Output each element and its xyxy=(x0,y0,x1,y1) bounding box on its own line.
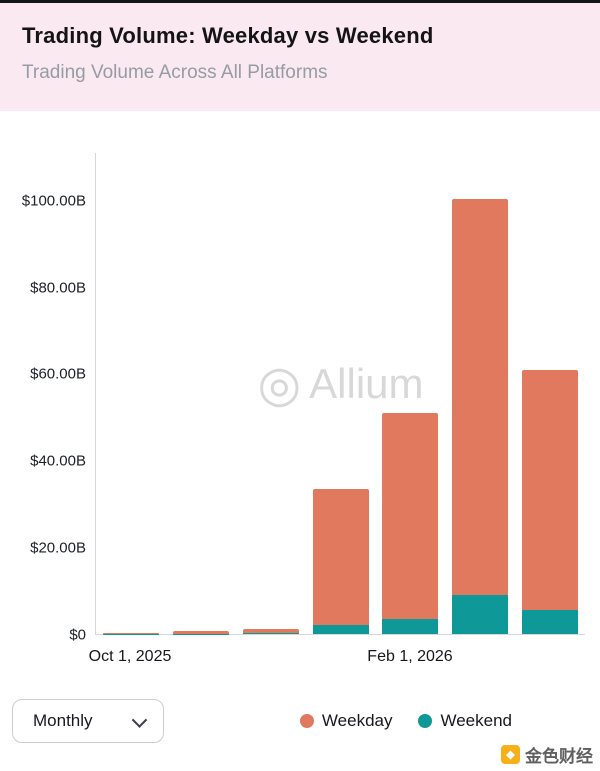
chart-header: Trading Volume: Weekday vs Weekend Tradi… xyxy=(0,3,600,111)
weekend-segment-jan-2026[interactable] xyxy=(312,625,369,634)
page-subtitle: Trading Volume Across All Platforms xyxy=(22,62,328,83)
x-axis-labels: Oct 1, 2025 Feb 1, 2026 xyxy=(89,635,585,669)
weekday-segment-nov-2025[interactable] xyxy=(172,631,229,634)
bar-cell-dec-2025 xyxy=(236,153,306,634)
weekend-segment-mar-2026[interactable] xyxy=(452,595,509,634)
weekend-legend-dot-icon xyxy=(418,714,433,728)
y-axis: $0 $20.00B $40.00B $60.00B $80.00B $100.00B xyxy=(0,153,86,643)
jinse-watermark-text: 金色财经 xyxy=(525,747,593,766)
weekday-legend-dot-icon xyxy=(299,714,314,728)
y-tick-label: $0 xyxy=(69,626,86,644)
allium-watermark: ◎ Allium xyxy=(258,359,424,409)
y-tick-label: $80.00B xyxy=(30,279,86,297)
legend-item-weekday[interactable]: Weekday xyxy=(299,711,393,731)
page-title: Trading Volume: Weekday vs Weekend xyxy=(22,23,434,48)
bar-cell-feb-2026 xyxy=(375,153,445,634)
bar-feb-2026[interactable] xyxy=(382,153,439,634)
bar-cell-jan-2026 xyxy=(306,153,376,634)
allium-logo-icon: ◎ xyxy=(257,355,302,412)
footer-controls: Monthly Weekday Weekend xyxy=(0,697,600,745)
allium-watermark-text: Allium xyxy=(309,359,424,407)
legend: Weekday Weekend xyxy=(299,711,512,731)
weekend-legend-label: Weekend xyxy=(440,711,512,730)
chevron-down-icon xyxy=(131,711,148,728)
weekday-segment-apr-2026[interactable] xyxy=(522,369,579,611)
bar-apr-2026[interactable] xyxy=(522,153,579,634)
y-tick-label: $60.00B xyxy=(30,365,86,383)
weekday-segment-oct-2025[interactable] xyxy=(102,632,159,634)
jinse-logo-icon: ◆ xyxy=(501,745,520,764)
y-tick-label: $20.00B xyxy=(30,539,86,557)
interval-dropdown[interactable]: Monthly xyxy=(12,699,164,743)
bar-oct-2025[interactable] xyxy=(102,153,159,634)
weekday-segment-dec-2025[interactable] xyxy=(242,628,299,634)
bar-cell-apr-2026 xyxy=(515,153,585,634)
bar-jan-2026[interactable] xyxy=(312,153,369,634)
weekday-segment-feb-2026[interactable] xyxy=(382,413,439,619)
weekday-legend-label: Weekday xyxy=(321,711,393,730)
bar-mar-2026[interactable] xyxy=(452,153,509,634)
weekend-segment-feb-2026[interactable] xyxy=(382,618,439,634)
weekend-segment-apr-2026[interactable] xyxy=(522,610,579,634)
weekend-segment-dec-2025[interactable] xyxy=(242,633,299,634)
y-tick-label: $100.00B xyxy=(21,192,86,210)
jinse-watermark: ◆ 金色财经 xyxy=(501,742,593,767)
x-axis-label: Feb 1, 2026 xyxy=(367,648,453,665)
interval-dropdown-label: Monthly xyxy=(33,711,93,730)
chart: $0 $20.00B $40.00B $60.00B $80.00B $100.00B ◎… xyxy=(0,153,600,665)
bar-cell-oct-2025 xyxy=(96,153,166,634)
x-axis-label: Oct 1, 2025 xyxy=(88,648,172,665)
bar-cell-mar-2026 xyxy=(445,153,515,634)
weekday-segment-jan-2026[interactable] xyxy=(312,488,369,626)
y-tick-label: $40.00B xyxy=(30,452,86,470)
legend-item-weekend[interactable]: Weekend xyxy=(418,711,512,731)
weekday-segment-mar-2026[interactable] xyxy=(452,198,509,595)
bar-nov-2025[interactable] xyxy=(172,153,229,634)
bar-dec-2025[interactable] xyxy=(242,153,299,634)
bar-cell-nov-2025 xyxy=(166,153,236,634)
plot-area: ◎ Allium xyxy=(95,153,585,635)
